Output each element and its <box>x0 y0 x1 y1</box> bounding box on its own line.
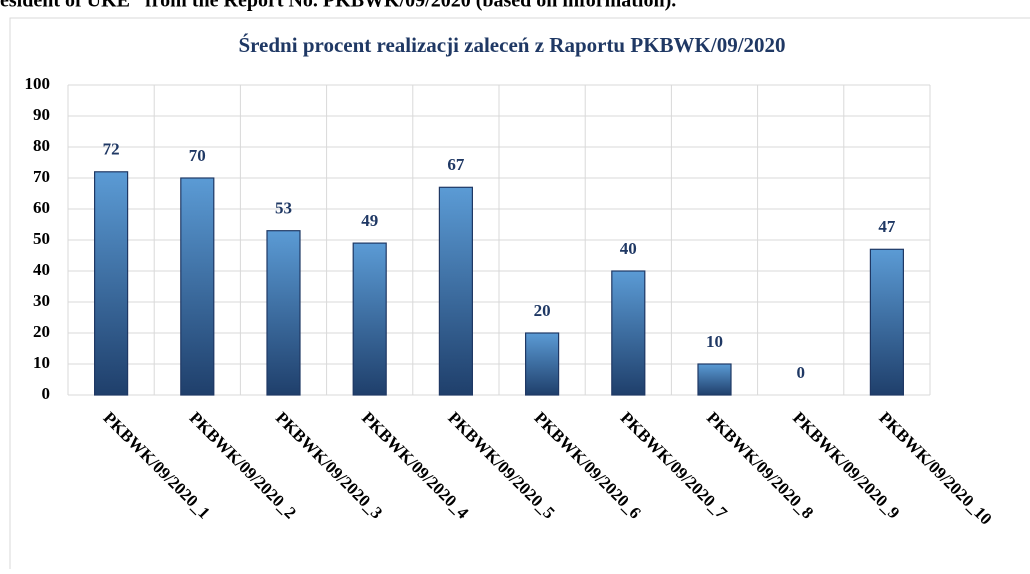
y-tick-label: 100 <box>25 74 51 93</box>
y-tick-label: 10 <box>33 353 50 372</box>
data-label: 70 <box>189 146 206 165</box>
y-tick-label: 0 <box>42 384 51 403</box>
data-label: 0 <box>796 363 805 382</box>
y-tick-label: 50 <box>33 229 50 248</box>
y-tick-label: 80 <box>33 136 50 155</box>
chart-frame <box>9 17 1030 574</box>
y-tick-label: 30 <box>33 291 50 310</box>
chart-title: Średni procent realizacji zaleceń z Rapo… <box>238 33 785 57</box>
y-tick-label: 40 <box>33 260 50 279</box>
data-label: 67 <box>447 155 465 174</box>
y-tick-label: 60 <box>33 198 50 217</box>
y-tick-label: 20 <box>33 322 50 341</box>
y-tick-label: 70 <box>33 167 50 186</box>
bar <box>352 242 387 396</box>
bar <box>438 186 473 396</box>
bar <box>697 363 732 396</box>
bar <box>180 177 215 396</box>
data-label: 20 <box>534 301 551 320</box>
y-tick-label: 90 <box>33 105 50 124</box>
data-label: 53 <box>275 199 292 218</box>
data-label: 10 <box>706 332 723 351</box>
data-label: 49 <box>361 211 378 230</box>
bar <box>524 332 560 396</box>
data-label: 72 <box>103 140 120 159</box>
bar <box>611 270 646 396</box>
bar <box>266 230 301 396</box>
data-label: 40 <box>620 239 637 258</box>
bar <box>93 171 129 396</box>
data-label: 47 <box>878 217 896 236</box>
caption: esident of UKE” from the Report No. PKBW… <box>0 0 676 12</box>
bar <box>869 248 905 396</box>
